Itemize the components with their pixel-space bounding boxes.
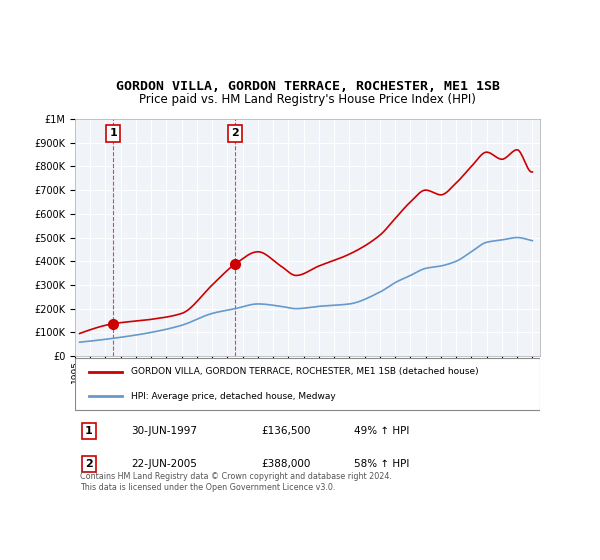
Text: Price paid vs. HM Land Registry's House Price Index (HPI): Price paid vs. HM Land Registry's House … [139,93,476,106]
Text: GORDON VILLA, GORDON TERRACE, ROCHESTER, ME1 1SB (detached house): GORDON VILLA, GORDON TERRACE, ROCHESTER,… [131,367,478,376]
FancyBboxPatch shape [75,358,540,410]
Text: 22-JUN-2005: 22-JUN-2005 [131,459,197,469]
Text: 30-JUN-1997: 30-JUN-1997 [131,426,197,436]
Text: 58% ↑ HPI: 58% ↑ HPI [354,459,409,469]
Text: 1: 1 [109,128,117,138]
Text: 1: 1 [85,426,93,436]
Text: HPI: Average price, detached house, Medway: HPI: Average price, detached house, Medw… [131,392,335,401]
Text: 2: 2 [85,459,93,469]
Text: 2: 2 [231,128,239,138]
Text: £388,000: £388,000 [261,459,310,469]
Text: 49% ↑ HPI: 49% ↑ HPI [354,426,409,436]
Text: £136,500: £136,500 [261,426,311,436]
Text: Contains HM Land Registry data © Crown copyright and database right 2024.
This d: Contains HM Land Registry data © Crown c… [80,472,392,492]
Text: GORDON VILLA, GORDON TERRACE, ROCHESTER, ME1 1SB: GORDON VILLA, GORDON TERRACE, ROCHESTER,… [115,80,499,93]
